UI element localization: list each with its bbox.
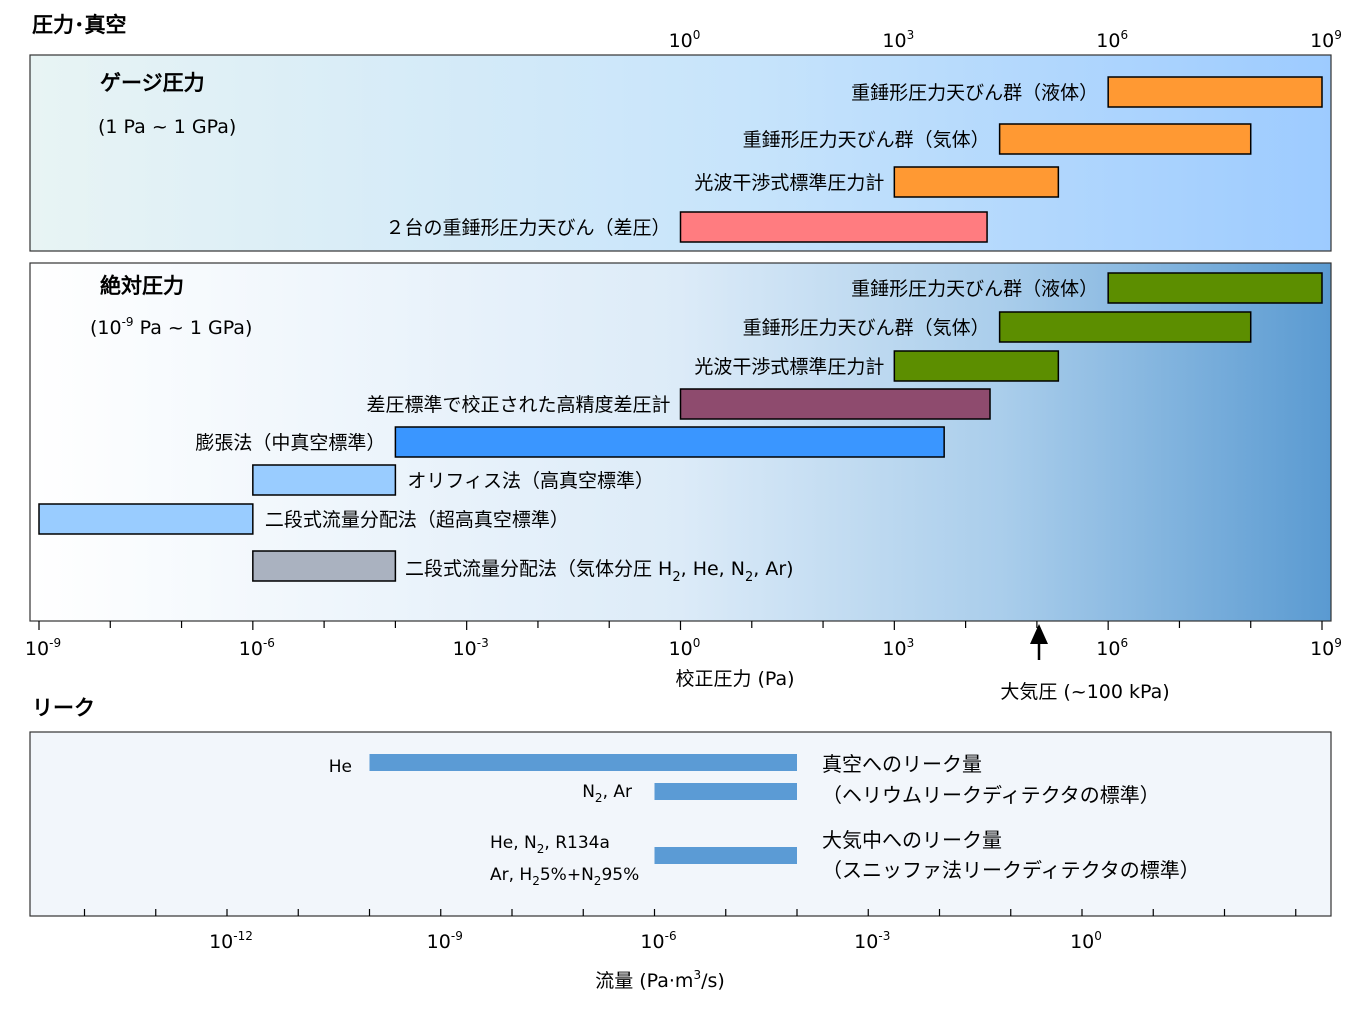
absolute-bar-4 [394, 426, 945, 458]
x-tick-label--6: 10-6 [239, 636, 275, 660]
leak-tick-label--9: 10-9 [427, 929, 463, 953]
absolute-bar-label-0: 重錘形圧力天びん群（液体） [851, 278, 1098, 300]
x-tick-label-3: 103 [882, 636, 914, 660]
absolute-bar-label-2: 光波干渉式標準圧力計 [694, 356, 884, 378]
axis-layer: 10-9 10-6 10-3 100 103 106 109 100 103 106 109 10-1… [25, 28, 1342, 953]
leak-bar-2 [654, 847, 797, 864]
absolute-bar-label-1: 重錘形圧力天びん群（気体） [743, 317, 990, 339]
leak-bar-0 [369, 754, 797, 771]
bars-layer: 重錘形圧力天びん群（液体） 重錘形圧力天びん群（気体） 光波干渉式標準圧力計 ２台の重… [38, 76, 1323, 864]
absolute-bar-1 [998, 311, 1252, 343]
leak-bar-1 [654, 783, 797, 800]
top-tick-label-9: 109 [1310, 28, 1342, 52]
atmosphere-arrow-head [1030, 624, 1048, 644]
leak-tick-label-0: 100 [1070, 929, 1102, 953]
absolute-bar-label-4: 膨張法（中真空標準） [195, 432, 385, 454]
absolute-bar-label-6: 二段式流量分配法（超高真空標準） [265, 509, 569, 531]
x-tick-label--9: 10-9 [25, 636, 61, 660]
gauge-bar-label-3: ２台の重錘形圧力天びん（差圧） [385, 217, 670, 239]
x-tick-label--3: 10-3 [453, 636, 489, 660]
absolute-range: (10-9 Pa ~ 1 GPa) [90, 315, 252, 339]
section-pressure-title: 圧力･真空 [32, 13, 127, 37]
leak-x-axis-label: 流量 (Pa·m3/s) [595, 968, 725, 992]
section-leak-title: リーク [32, 696, 95, 720]
top-tick-label-6: 106 [1096, 28, 1128, 52]
gauge-bar-label-2: 光波干渉式標準圧力計 [694, 172, 884, 194]
x-tick-label-9: 109 [1310, 636, 1342, 660]
leak-label-he: He [329, 757, 352, 777]
top-tick-label-3: 103 [882, 28, 914, 52]
absolute-bar-5 [252, 464, 397, 496]
x-tick-label-6: 106 [1096, 636, 1128, 660]
atmosphere-label: 大気圧 (~100 kPa) [1000, 681, 1169, 703]
gauge-range: (1 Pa ~ 1 GPa) [98, 116, 236, 138]
leak-group-label-2: 大気中へのリーク量 [822, 828, 1002, 852]
leak-label-n2-ar: N2, Ar [582, 782, 632, 805]
gauge-bar-0 [1107, 76, 1323, 108]
absolute-bar-2 [893, 350, 1060, 382]
leak-tick-label--12: 10-12 [209, 929, 253, 953]
absolute-bar-0 [1107, 272, 1323, 304]
absolute-bar-label-5: オリフィス法（高真空標準） [407, 470, 654, 492]
gauge-bar-2 [893, 166, 1060, 198]
absolute-bar-label-3: 差圧標準で校正された高精度差圧計 [366, 394, 670, 416]
leak-tick-label--3: 10-3 [854, 929, 890, 953]
gauge-bar-label-1: 重錘形圧力天びん群（気体） [743, 129, 990, 151]
absolute-bar-6 [38, 503, 254, 535]
leak-group-label-2-sub: （スニッファ法リークディテクタの標準） [822, 858, 1200, 882]
leak-tick-label--6: 10-6 [640, 929, 676, 953]
leak-group-label-1-sub: （ヘリウムリークディテクタの標準） [822, 783, 1160, 807]
x-axis-label: 校正圧力 (Pa) [675, 668, 794, 690]
leak-group-label-1: 真空へのリーク量 [822, 752, 982, 776]
gauge-bar-1 [998, 123, 1252, 155]
x-tick-label-0: 100 [669, 636, 701, 660]
leak-label-mix-2: Ar, H25%+N295% [490, 865, 639, 888]
top-tick-label-0: 100 [669, 28, 701, 52]
gauge-bar-label-0: 重錘形圧力天びん群（液体） [851, 82, 1098, 104]
absolute-bar-3 [679, 388, 991, 420]
absolute-title: 絶対圧力 [100, 274, 184, 298]
gauge-title: ゲージ圧力 [100, 71, 205, 95]
absolute-bar-7 [252, 550, 397, 582]
gauge-bar-3 [679, 211, 988, 243]
leak-label-mix-1: He, N2, R134a [490, 833, 610, 856]
